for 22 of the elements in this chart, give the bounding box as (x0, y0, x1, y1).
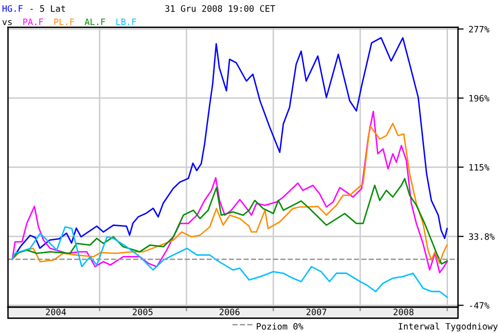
x-tick-label: 2006 (220, 308, 240, 316)
x-tick-label: 2007 (306, 308, 326, 316)
x-tick-label: 2005 (132, 308, 153, 316)
y-tick-label: -47% (470, 302, 490, 309)
x-tick-label: 2004 (46, 308, 66, 316)
legend-title: vs (2, 20, 12, 26)
text: Interwal Tygodniowy (398, 322, 498, 332)
text: PL.F (54, 18, 74, 26)
y-tick-label: 33.8% (469, 233, 495, 240)
x-tick-label: 2008 (394, 308, 414, 316)
text: PA.F (23, 18, 44, 26)
y-tick-label: 115% (469, 164, 490, 171)
legend-label: Poziom 0% (256, 322, 304, 330)
line-series (12, 178, 448, 265)
y-tick-label: 277% (469, 26, 490, 32)
line-series (12, 226, 448, 298)
text: HG.F (2, 5, 23, 12)
chart-subtitle: 31 Gru 2008 19:00 CET (165, 5, 276, 12)
chart-title: - 5 Lat (30, 5, 66, 12)
text: LB.F (116, 18, 136, 26)
y-tick-label: 196% (469, 94, 490, 102)
text: AL.F (84, 18, 106, 26)
